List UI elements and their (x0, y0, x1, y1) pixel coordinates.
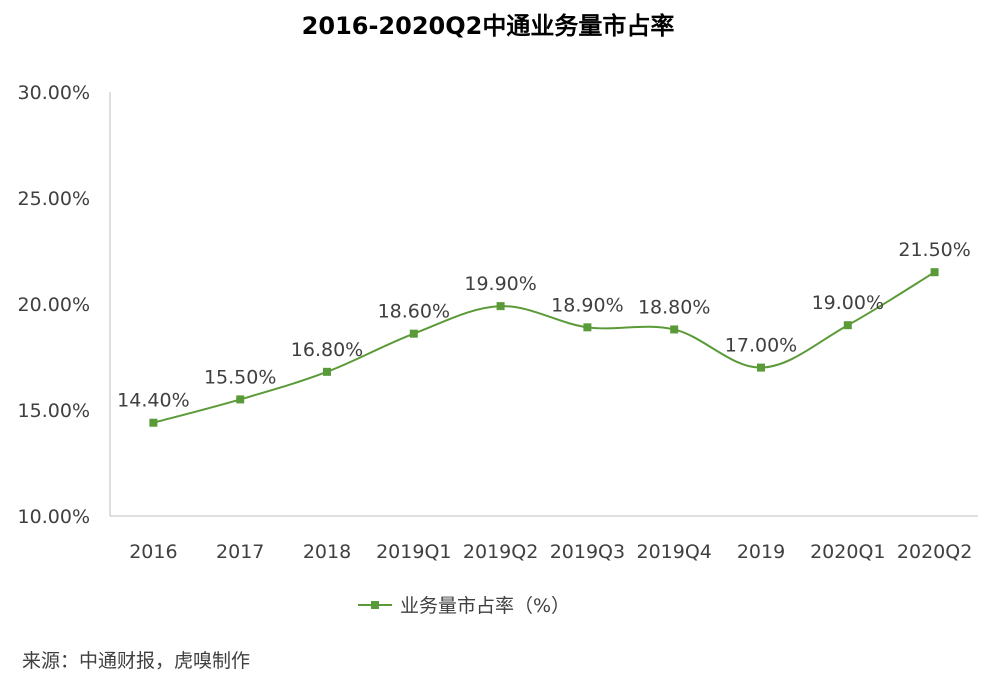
x-tick-label: 2016 (129, 541, 177, 563)
x-tick-label: 2019Q4 (636, 541, 711, 563)
data-point (409, 329, 418, 338)
legend-label: 业务量市占率（%） (400, 595, 570, 617)
data-label: 21.50% (898, 239, 970, 261)
data-label: 18.80% (638, 296, 710, 318)
x-tick-label: 2020Q2 (897, 541, 972, 563)
data-point (583, 323, 592, 332)
data-label: 16.80% (291, 339, 363, 361)
data-label: 14.40% (117, 390, 189, 412)
y-axis: 10.00% 15.00% 20.00% 25.00% 30.00% (18, 82, 111, 528)
data-point (236, 395, 245, 404)
x-tick-label: 2017 (216, 541, 264, 563)
y-tick-label: 30.00% (18, 82, 90, 104)
y-tick-label: 25.00% (18, 188, 90, 210)
data-label: 19.00% (812, 292, 884, 314)
data-label: 15.50% (204, 366, 276, 388)
y-tick-label: 10.00% (18, 506, 90, 528)
x-tick-label: 2019Q3 (550, 541, 625, 563)
legend: 业务量市占率（%） (358, 595, 570, 617)
legend-swatch-marker (371, 601, 379, 609)
data-point (496, 302, 505, 311)
data-point (757, 363, 765, 372)
x-tick-label: 2020Q1 (810, 541, 885, 563)
data-label: 19.90% (464, 273, 536, 295)
x-tick-label: 2019Q2 (463, 541, 538, 563)
data-point (670, 325, 679, 334)
data-label: 18.60% (378, 301, 450, 323)
y-tick-label: 20.00% (18, 294, 90, 316)
x-axis: 2016 2017 2018 2019Q1 2019Q2 2019Q3 2019Q4 2019… (110, 515, 978, 563)
plot-area: 14.40% 15.50% 16.80% 18.60% 19.90% 18.90% 18.8… (117, 239, 971, 427)
x-tick-label: 2019Q1 (376, 541, 451, 563)
data-point (323, 367, 331, 376)
data-point (149, 418, 158, 427)
series-line (153, 271, 936, 424)
data-point (930, 268, 939, 277)
x-tick-label: 2018 (303, 541, 351, 563)
source-note: 来源：中通财报，虎嗅制作 (22, 650, 250, 672)
data-label: 18.90% (551, 294, 623, 316)
data-label: 17.00% (725, 335, 797, 357)
data-point (843, 321, 852, 330)
x-tick-label: 2019 (737, 541, 785, 563)
chart-title: 2016-2020Q2中通业务量市占率 (302, 12, 675, 40)
y-tick-label: 15.00% (18, 400, 90, 422)
